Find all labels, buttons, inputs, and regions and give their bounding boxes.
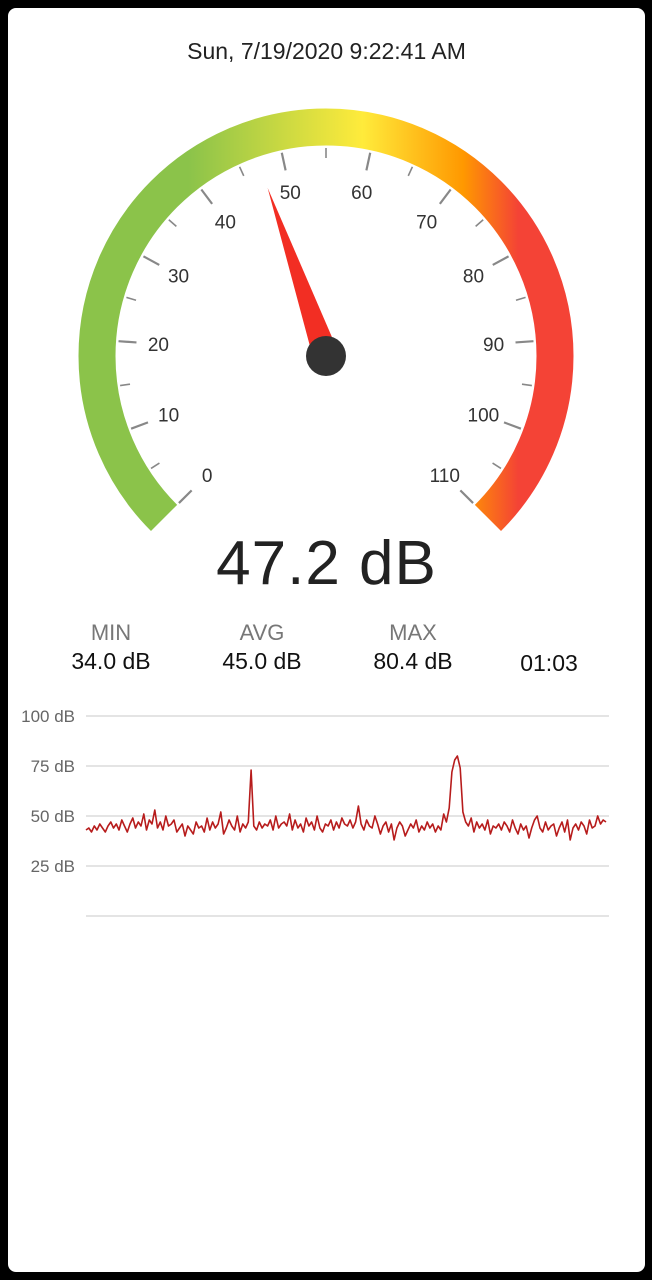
gauge-minor-tick <box>126 296 137 301</box>
history-chart: 100 dB 75 dB 50 dB 25 dB <box>21 707 609 917</box>
gauge-major-tick <box>438 188 452 205</box>
gauge-minor-tick <box>120 383 131 387</box>
gauge-major-tick <box>365 152 372 171</box>
gauge-minor-tick <box>238 166 245 177</box>
chart-y-tick-label: 50 dB <box>31 807 75 826</box>
gauge-major-tick <box>130 421 149 430</box>
gauge-tick-label: 0 <box>202 466 213 487</box>
gauge-major-tick <box>142 255 160 266</box>
gauge-tick-label: 10 <box>158 406 179 427</box>
app-screen: Sun, 7/19/2020 9:22:41 AM 0 10 20 30 40 50 60 7… <box>8 8 645 1272</box>
gauge-minor-tick <box>407 166 414 177</box>
chart-y-tick-label: 100 dB <box>21 707 75 726</box>
gauge-tick-label: 20 <box>148 335 169 356</box>
avg-value: 45.0 dB <box>222 648 302 674</box>
avg-label: AVG <box>239 620 285 645</box>
chart-series-line <box>85 755 607 841</box>
gauge-tick-label: 40 <box>215 213 236 234</box>
min-label: MIN <box>90 620 132 645</box>
gauge-tick-labels: 0 10 20 30 40 50 60 70 80 90 100 110 <box>148 183 504 487</box>
gauge-minor-tick <box>515 296 526 301</box>
gauge-needle <box>267 187 339 361</box>
gauge-tick-label: 30 <box>168 266 189 287</box>
gauge-minor-tick <box>150 462 160 470</box>
gauge-needle-hub <box>306 336 346 376</box>
max-value: 80.4 dB <box>373 648 453 674</box>
chart-y-tick-label: 25 dB <box>31 857 75 876</box>
chart-gridlines <box>86 715 609 917</box>
date-time: Sun, 7/19/2020 9:22:41 AM <box>187 38 466 64</box>
gauge-major-tick <box>178 489 193 504</box>
chart-y-tick-label: 75 dB <box>31 757 75 776</box>
sound-level-gauge: 0 10 20 30 40 50 60 70 80 90 100 110 <box>78 108 574 531</box>
gauge-tick-label: 80 <box>463 266 484 287</box>
gauge-minor-tick <box>521 383 532 387</box>
elapsed-time: 01:03 <box>520 650 578 676</box>
gauge-major-tick <box>503 421 522 430</box>
gauge-major-tick <box>118 340 137 344</box>
gauge-minor-tick <box>475 219 484 227</box>
min-value: 34.0 dB <box>71 648 151 674</box>
gauge-arc <box>78 108 574 531</box>
gauge-major-tick <box>200 188 214 205</box>
current-reading: 47.2 dB <box>216 529 437 598</box>
avg-stat: AVG 45.0 dB <box>192 620 332 675</box>
min-stat: MIN 34.0 dB <box>41 620 181 675</box>
gauge-major-tick <box>280 152 287 171</box>
gauge-major-tick <box>515 340 534 344</box>
gauge-minor-tick <box>492 462 502 470</box>
gauge-tick-label: 60 <box>351 183 372 204</box>
gauge-minor-tick <box>168 219 177 227</box>
gauge-tick-label: 90 <box>483 335 504 356</box>
gauge-tick-label: 100 <box>468 406 500 427</box>
gauge-major-tick <box>492 255 510 266</box>
gauge-tick-label: 110 <box>430 466 460 487</box>
chart-y-labels: 100 dB 75 dB 50 dB 25 dB <box>21 707 75 876</box>
gauge-major-tick <box>459 489 474 504</box>
gauge-ticks <box>118 148 534 504</box>
gauge-tick-label: 50 <box>280 183 301 204</box>
gauge-tick-label: 70 <box>416 213 437 234</box>
max-label: MAX <box>389 620 437 645</box>
max-stat: MAX 80.4 dB <box>343 620 483 675</box>
